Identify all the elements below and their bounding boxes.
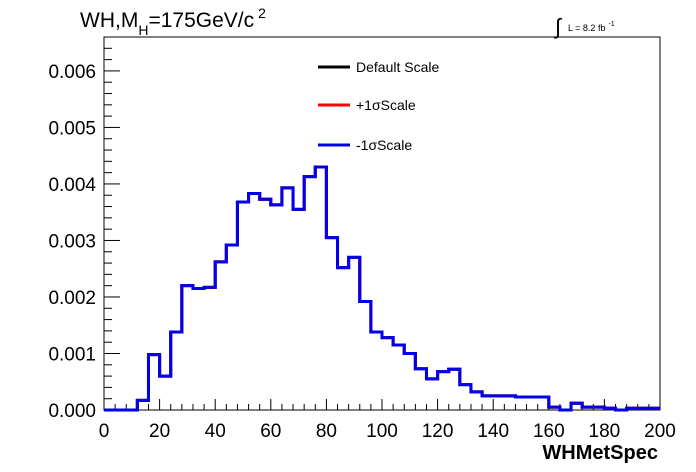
x-tick-label: 140 <box>477 421 509 442</box>
y-tick-label: 0.002 <box>48 288 96 309</box>
y-tick-label: 0.004 <box>48 175 96 196</box>
legend-label: Default Scale <box>356 59 439 75</box>
y-tick-label: 0.003 <box>48 231 96 252</box>
chart-title: WH,MH=175GeV/c 2 <box>80 5 266 38</box>
x-tick-label: 180 <box>589 421 621 442</box>
series-line-0 <box>104 165 660 412</box>
y-tick-label: 0.001 <box>48 344 96 365</box>
x-tick-label: 120 <box>422 421 454 442</box>
y-tick-label: 0.006 <box>48 62 96 83</box>
x-tick-label: 100 <box>366 421 398 442</box>
series-line-1 <box>104 165 660 412</box>
series-line-2 <box>104 165 660 412</box>
x-tick-label: 0 <box>99 421 110 442</box>
integral-symbol: ∫ <box>553 14 563 39</box>
x-tick-label: 160 <box>533 421 565 442</box>
x-tick-label: 80 <box>316 421 337 442</box>
x-tick-label: 20 <box>149 421 170 442</box>
legend-label: +1σScale <box>356 97 416 113</box>
luminosity-label: ∫ L = 8.2 fb -1 <box>553 14 615 39</box>
y-tick-label: 0.005 <box>48 118 96 139</box>
x-tick-label: 40 <box>205 421 226 442</box>
series-layer <box>104 165 660 412</box>
x-axis-label: WHMetSpec <box>542 442 658 464</box>
x-tick-label: 60 <box>260 421 281 442</box>
plot-frame <box>103 36 661 411</box>
luminosity-text: L = 8.2 fb -1 <box>568 21 615 33</box>
x-tick-label: 200 <box>644 421 676 442</box>
axes: 0 20 40 60 80 100 120 140 160 180 200 0.000 0.001 0.0… <box>48 36 676 442</box>
y-tick-label: 0.000 <box>48 401 96 422</box>
legend: Default Scale +1σScale -1σScale <box>318 59 439 153</box>
legend-label: -1σScale <box>356 137 412 153</box>
